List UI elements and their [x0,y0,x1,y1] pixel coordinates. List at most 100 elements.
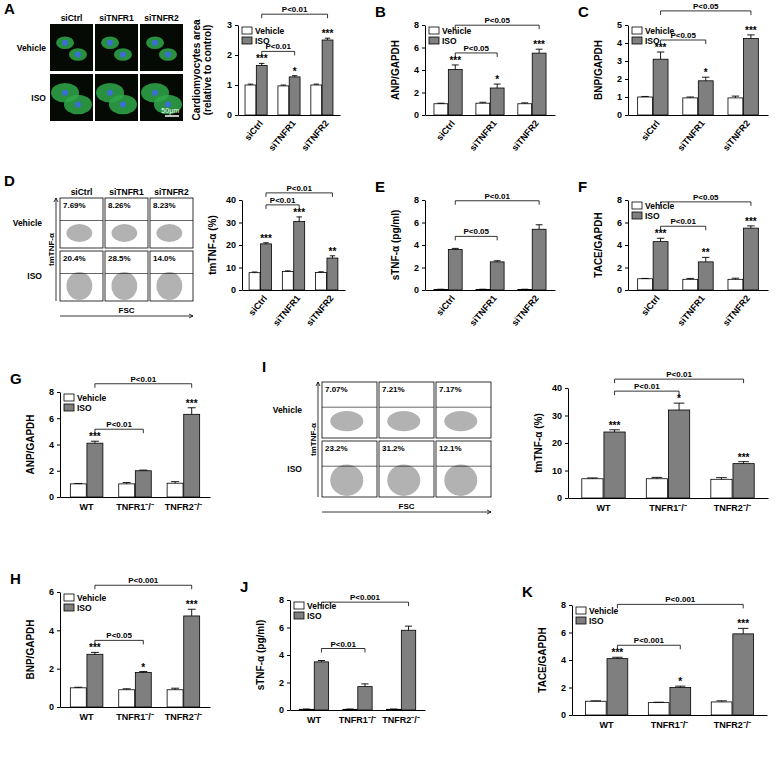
nucleus [152,90,158,96]
y-axis: 0123 [227,20,239,120]
error-bar [139,470,147,472]
comparison-label: P<0.05 [463,44,489,53]
bar [261,244,272,290]
column-label: siTNFR1 [99,13,134,23]
y-tick-mark [565,443,568,444]
bar [119,690,135,707]
column-label: siTNFR1 [109,187,144,197]
x-axis-line [61,707,211,708]
comparison-bracket [615,391,680,395]
gate-percent: 23.2% [325,444,348,453]
y-tick-mark [287,628,290,629]
x-axis: WTTNFR1⁻/⁻TNFR2⁻/⁻ [569,498,769,513]
y-tick-mark [57,592,60,593]
y-tick-label: 8 [279,595,284,605]
y-axis: 0246 [49,587,61,712]
y-axis-title: Cardiomyocytes area(relative to control) [191,19,213,121]
bar [184,616,200,707]
flow-plot [150,251,193,301]
y-tick-mark [422,70,425,71]
x-tick-label: siCtrl [434,293,456,317]
legend-swatch [429,37,439,44]
gate-percent: 31.2% [382,444,405,453]
y-tick-label: 40 [552,383,562,393]
bar [70,484,86,497]
y-tick-mark [239,223,242,224]
y-tick: 8 [414,20,425,30]
bar [448,69,462,115]
x-tick-label: siTNFR2 [300,118,331,152]
y-tick-label: 1 [227,80,232,90]
y-tick-label: 8 [414,20,419,30]
y-tick-mark [569,715,572,716]
column-label: siTNFR2 [144,13,179,23]
gate-line [379,407,434,408]
error-bar [716,478,727,480]
y-tick-label: 6 [561,628,566,638]
y-tick-mark [569,688,572,689]
gate-line [150,273,193,274]
gate-line [60,273,103,274]
y-tick: 0 [231,285,242,295]
y-tick-mark [625,268,628,269]
gate-line [150,220,193,221]
x-tick: siTNFR1 [676,290,707,328]
legend-label: Vehicle [442,26,472,36]
x-axis: siCtrlsiTNFR1siTNFR2 [426,290,556,328]
legend-swatch [632,212,642,219]
bar [733,464,754,498]
error-bar [123,483,131,484]
comparison-label: P<0.05 [693,2,719,11]
comparison-bracket [455,201,539,205]
flow-x-arrow [322,510,491,514]
gate-percent: 8.26% [108,201,131,210]
y-tick-mark [239,200,242,201]
comparison-bracket [615,379,744,383]
significance: *** [322,28,334,39]
x-tick-label: TNFR2⁻/⁻ [165,712,203,722]
legend-label: ISO [589,616,604,626]
x-tick: TNFR1⁻/⁻ [649,498,687,513]
x-axis: WTTNFR1⁻/⁻TNFR2⁻/⁻ [291,710,426,725]
chart-panel: 012345siCtrlsiTNFR1siTNFR2BNP/GAPDHC****… [578,2,769,153]
y-tick-mark [57,418,60,419]
nucleus [107,90,113,96]
x-tick-label: WT [80,712,94,722]
y-tick-label: 0 [49,702,54,712]
y-axis-line [572,606,573,716]
y-axis: 02468 [49,387,61,502]
comparison-label: P<0.01 [484,192,510,201]
y-tick-mark [57,707,60,708]
legend-label: ISO [77,603,92,613]
column-label: siCtrl [71,187,93,197]
error-bar [687,278,694,280]
nucleus [120,52,126,58]
bar [683,279,698,290]
y-axis-title: tmTNF-α (%) [533,413,544,472]
event-cloud [66,272,92,300]
y-tick: 20 [226,240,242,250]
x-tick-label: TNFR2⁻/⁻ [165,502,203,512]
event-cloud [156,224,182,242]
error-bar [654,702,664,703]
bar [585,701,606,715]
legend-label: Vehicle [255,26,285,36]
bar [638,279,653,290]
cell-body [69,48,87,61]
legend-swatch [64,404,74,411]
x-tick: siTNFR2 [510,290,541,328]
gate-percent: 7.69% [63,201,86,210]
y-tick-label: 20 [552,438,562,448]
x-tick-label: siTNFR2 [721,293,752,327]
x-tick-label: WT [80,502,94,512]
x-axis-line [426,115,556,116]
error-bar [303,709,310,710]
row-label: ISO [287,464,302,474]
legend: VehicleISO [294,601,337,621]
y-tick-mark [625,43,628,44]
x-tick: siTNFR2 [304,290,335,328]
flow-x-label: FSC [119,306,135,315]
event-cloud [111,272,137,300]
bar [70,688,86,707]
bar [434,289,448,290]
